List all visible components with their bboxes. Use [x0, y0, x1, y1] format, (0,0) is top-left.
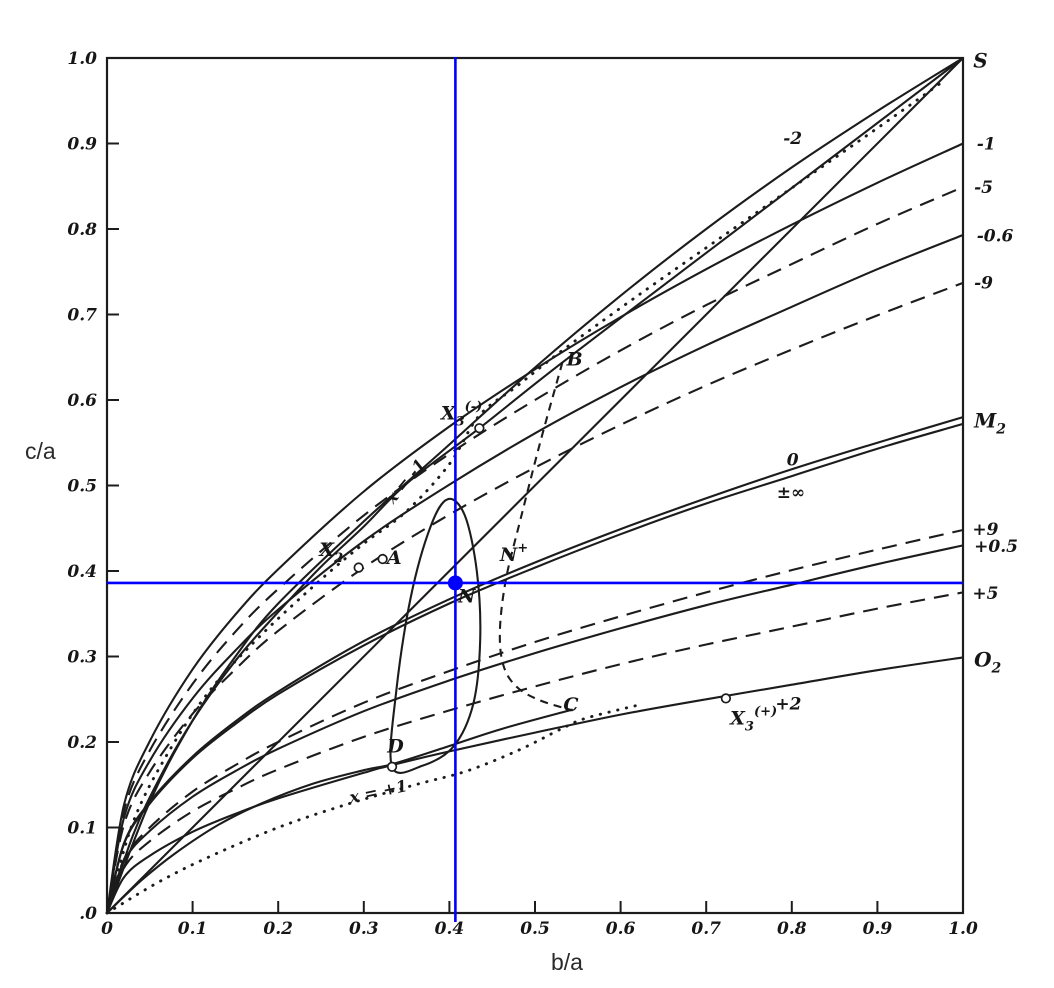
diagonal-origin-to-s-path — [106, 57, 964, 914]
curve-plus-2-path — [106, 656, 964, 914]
x-tick-label: 1.0 — [948, 919, 978, 939]
x-tick-label: 0.3 — [349, 919, 379, 939]
y-tick-label: 1.0 — [67, 49, 97, 69]
y-tick-label: 0.4 — [67, 562, 97, 582]
label-plus-2: +2 — [775, 694, 801, 714]
x-tick-label: 0.7 — [691, 919, 721, 939]
point-x3-minus-marker — [474, 423, 485, 434]
x-tick-label: 0 — [101, 919, 113, 939]
point-x3-plus-marker — [720, 693, 732, 704]
point-d-marker — [386, 761, 398, 772]
curve-x-plus-1-path — [106, 708, 573, 914]
y-tick-label: .0 — [79, 904, 97, 924]
curve-plus-0-5-path — [106, 544, 964, 914]
x-tick-label: 0.1 — [178, 919, 208, 939]
y-axis-label: c/a — [25, 438, 56, 464]
y-tick-label: 0.8 — [67, 220, 97, 240]
y-tick-label: 0.7 — [67, 306, 97, 326]
y-tick-label: 0.1 — [67, 819, 97, 839]
label-plus-9: +9 — [972, 520, 998, 540]
chart-generated-content: 0 0.1 0.2 0.3 0.4 0.5 0.6 0.7 0.8 0.9 1.0 .0 0.1 0.2 0… — [67, 48, 1018, 939]
curve-minus-1-path — [105, 142, 964, 914]
label-minus-1: -1 — [977, 134, 996, 154]
label-x-eq-minus-1: x = -1 — [381, 455, 430, 508]
x-tick-label: 0.6 — [606, 919, 636, 939]
curve-x-minus-1-path — [106, 57, 964, 914]
label-a: A — [385, 547, 402, 569]
label-minus-9: -9 — [974, 274, 993, 294]
loop-curve-path — [389, 497, 482, 774]
label-b: B — [566, 348, 583, 370]
x-tick-label: 0.4 — [435, 919, 465, 939]
label-minus-5: -5 — [974, 178, 993, 198]
label-plus-0-5: +0.5 — [974, 537, 1018, 557]
label-o2: O2 — [974, 648, 1001, 677]
y-tick-label: 0.9 — [67, 135, 97, 155]
curve-plus-5-path — [106, 591, 964, 914]
label-m2: M2 — [973, 408, 1006, 437]
x-tick-label: 0.2 — [263, 919, 293, 939]
point-x2-marker — [353, 562, 364, 573]
label-x2: X2 — [318, 539, 343, 566]
dotted-upper-envelope-path — [105, 77, 948, 915]
crosshair-target-dot — [447, 575, 463, 591]
y-tick-label: 0.5 — [67, 477, 97, 497]
label-plus-5: +5 — [972, 584, 998, 604]
dotted-lower-envelope-path — [105, 703, 640, 915]
x-tick-label: 0.9 — [863, 919, 893, 939]
curve-plus-9-path — [106, 528, 964, 914]
y-tick-label: 0.2 — [67, 733, 97, 753]
curve-pm-infinity-path — [105, 422, 964, 914]
label-n-plus: N+ — [499, 541, 528, 566]
x-tick-label: 0.5 — [520, 919, 550, 939]
label-minus-0-6: -0.6 — [977, 227, 1014, 247]
y-tick-label: 0.3 — [67, 648, 97, 668]
curve-minus-5-path — [105, 186, 964, 914]
y-tick-label: 0.6 — [67, 391, 97, 411]
curve-0-path — [105, 416, 964, 914]
x-tick-label: 0.8 — [777, 919, 807, 939]
label-pm-infinity: ±∞ — [777, 483, 805, 503]
bifurcation-dashed-b-to-c-path — [498, 362, 574, 712]
label-s: S — [973, 48, 987, 72]
curve-minus-0-6-path — [105, 234, 964, 914]
point-a-marker — [377, 553, 388, 565]
label-n: N — [457, 585, 476, 607]
label-0: 0 — [787, 451, 799, 471]
curve-minus-9-path — [105, 281, 964, 914]
label-x3-minus: X3(-) — [440, 399, 483, 429]
label-d: D — [386, 736, 404, 758]
label-x3-plus: X3(+) — [729, 705, 777, 735]
label-c: C — [563, 694, 578, 716]
x-axis-label: b/a — [551, 949, 583, 975]
label-minus-2: -2 — [783, 129, 802, 149]
label-x-eq-plus-1: x = +1 — [347, 776, 409, 807]
